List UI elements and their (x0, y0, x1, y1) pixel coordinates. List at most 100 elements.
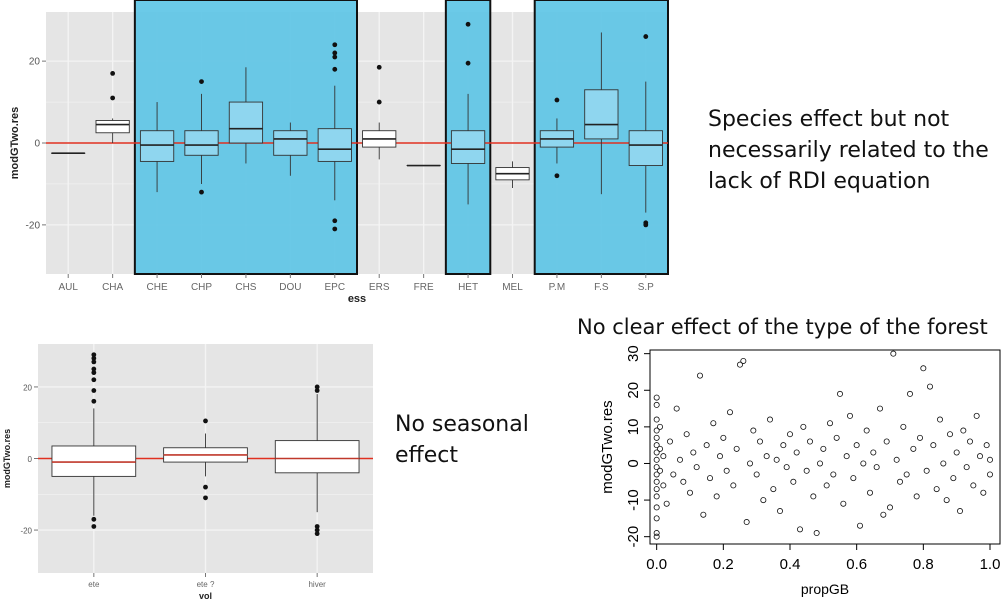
box-iqr (274, 440, 360, 474)
scatter-point (786, 431, 793, 438)
scatter-point (926, 383, 933, 390)
scatter-point (653, 530, 660, 537)
scatter-point (700, 511, 707, 518)
outlier-point (465, 60, 471, 66)
scatter-point (903, 471, 910, 478)
scatter-point (750, 427, 757, 434)
y-tick-label: 10 (625, 419, 642, 436)
x-tick-label: S.P (638, 282, 654, 293)
scatter-point (933, 486, 940, 493)
scatter-point (856, 522, 863, 529)
scatter-point (710, 420, 717, 427)
x-tick-label: F.S (594, 282, 609, 293)
scatter-point (667, 438, 674, 445)
x-axis-title: propGB (801, 581, 849, 597)
forest-type-note: No clear effect of the type of the fores… (577, 315, 988, 339)
scatter-point (653, 442, 660, 449)
scatter-point (653, 486, 660, 493)
scatter-point (716, 453, 723, 460)
scatter-point (883, 438, 890, 445)
x-tick-label: CHA (102, 282, 123, 293)
scatter-point (773, 456, 780, 463)
scatter-point (653, 515, 660, 522)
scatter-point (690, 449, 697, 456)
outlier-point (332, 218, 338, 224)
scatter-point (707, 475, 714, 482)
scatter-point (653, 434, 660, 441)
scatter-point (953, 449, 960, 456)
scatter-point (973, 412, 980, 419)
box-iqr (184, 130, 219, 156)
outlier-point (203, 418, 208, 424)
scatter-point (653, 456, 660, 463)
scatter-point (863, 427, 870, 434)
x-tick-label: 0.0 (646, 556, 667, 573)
scatter-point (703, 442, 710, 449)
x-tick-label: DOU (279, 282, 301, 293)
scatter-point (986, 456, 993, 463)
scatter-point (657, 467, 664, 474)
outlier-point (314, 524, 320, 529)
scatter-point (940, 460, 947, 467)
scatter-point (890, 350, 897, 357)
scatter-point (653, 533, 660, 540)
scatter-point (876, 405, 883, 412)
scatter-point (970, 482, 977, 489)
scatter-point (840, 500, 847, 507)
outlier-point (91, 516, 97, 522)
scatter-point (906, 390, 913, 397)
y-tick-label: 0 (34, 139, 40, 150)
scatter-point (653, 416, 660, 423)
outlier-point (203, 484, 208, 490)
x-tick-label: 0.6 (846, 556, 867, 573)
scatter-point (980, 489, 987, 496)
y-axis-title: modGTwo.res (599, 400, 616, 493)
x-axis-title: vol (199, 591, 212, 601)
scatter-point (693, 464, 700, 471)
x-tick-label: P.M (549, 282, 566, 293)
scatter-point (653, 478, 660, 485)
scatter-point (770, 486, 777, 493)
species-boxplot-chart: -20 0 20 AUL CHA CHE CHP CHS DOU EPC ERS FRE HET MEL P… (9, 0, 670, 305)
x-tick-label: FRE (414, 282, 434, 293)
outlier-point (91, 524, 97, 529)
outlier-point (332, 54, 338, 60)
box-iqr (139, 130, 175, 162)
scatter-point (986, 471, 993, 478)
scatter-point (816, 460, 823, 467)
scatter-point (653, 471, 660, 478)
scatter-point (653, 464, 660, 471)
scatter-point (680, 478, 687, 485)
outlier-point (314, 527, 320, 533)
scatter-point (936, 416, 943, 423)
y-tick-label: 20 (29, 57, 41, 68)
scatter-point (746, 460, 753, 467)
scatter-point (653, 493, 660, 500)
outlier-point (643, 34, 649, 39)
scatter-point (730, 482, 737, 489)
scatter-point (713, 493, 720, 500)
scatter-point (653, 504, 660, 511)
seasonal-effect-note: No seasonal effect (395, 412, 529, 468)
scatter-point (660, 453, 667, 460)
scatter-point (683, 431, 690, 438)
scatter-point (813, 530, 820, 537)
scatter-point (976, 453, 983, 460)
y-tick-label: 20 (23, 383, 32, 392)
x-tick-label: ERS (369, 282, 390, 293)
outlier-point (332, 50, 338, 56)
x-tick-label: MEL (502, 282, 523, 293)
outlier-point (91, 355, 97, 361)
propgb-scatter-chart: 0.0 0.2 0.4 0.6 0.8 1.0 -20 -10 0 10 20 30 propGB mod… (599, 345, 1001, 597)
outlier-point (643, 222, 649, 228)
box-iqr (628, 130, 663, 166)
scatter-point (803, 467, 810, 474)
outlier-point (332, 226, 338, 232)
scatter-point (833, 434, 840, 441)
y-axis-title: modGTwo.res (9, 107, 21, 180)
scatter-point (960, 427, 967, 434)
x-tick-label: 1.0 (980, 556, 1001, 573)
scatter-point (793, 449, 800, 456)
scatter-point (850, 475, 857, 482)
scatter-point (736, 361, 743, 368)
